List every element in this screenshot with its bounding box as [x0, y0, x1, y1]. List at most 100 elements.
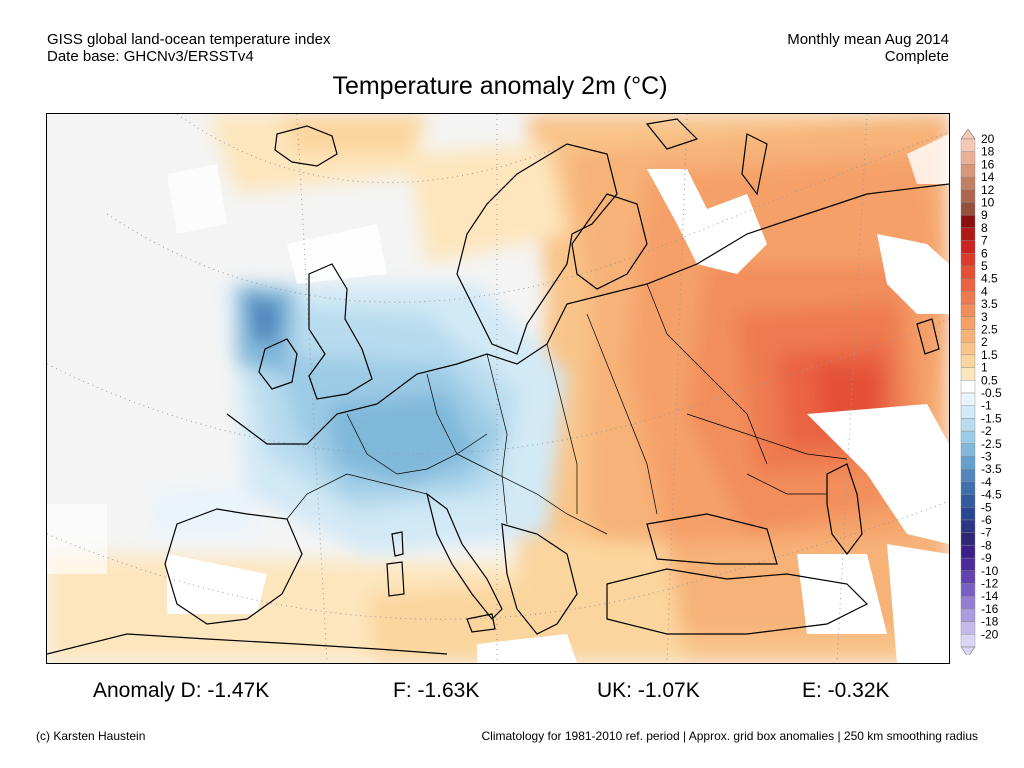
legend-swatch	[960, 570, 976, 584]
legend-swatch	[960, 138, 976, 152]
legend-label: 6	[981, 246, 988, 260]
coastlines	[47, 118, 949, 655]
legend-swatch	[960, 545, 976, 559]
legend-swatch	[960, 494, 976, 508]
legend-arrow-max	[960, 128, 976, 140]
cold-anomaly-field	[147, 284, 567, 554]
legend-label: 4	[981, 284, 988, 298]
legend-swatch	[960, 202, 976, 216]
legend-label: 5	[981, 259, 988, 273]
legend-label: 1.5	[981, 348, 998, 362]
map-canvas	[47, 114, 949, 663]
legend-swatch	[960, 265, 976, 279]
legend-swatch	[960, 291, 976, 305]
data-base-label: Date base: GHCNv3/ERSSTv4	[47, 48, 254, 65]
legend-label: -3.5	[981, 462, 1002, 476]
legend-swatch	[960, 303, 976, 318]
copyright: (c) Karsten Haustein	[36, 729, 146, 743]
legend-swatch	[960, 621, 976, 635]
anomaly-uk: UK: -1.07K	[597, 679, 700, 702]
legend-label: -8	[981, 538, 992, 552]
legend-swatch	[960, 430, 976, 445]
legend-label: 3.5	[981, 297, 998, 311]
legend-swatch	[960, 481, 976, 495]
map-title: Temperature anomaly 2m (°C)	[332, 72, 668, 100]
legend-label: -18	[981, 615, 999, 629]
legend-swatch	[960, 341, 976, 356]
legend-swatch	[960, 329, 976, 343]
legend-label: -10	[981, 564, 999, 578]
legend-label: -0.5	[981, 386, 1002, 400]
legend-label: 7	[981, 234, 988, 248]
period-label: Monthly mean Aug 2014	[787, 31, 949, 48]
legend-swatch	[960, 151, 976, 165]
anomaly-france: F: -1.63K	[393, 679, 480, 702]
graticule	[47, 114, 949, 663]
legend-label: -20	[981, 627, 999, 641]
legend-swatch	[960, 507, 976, 521]
legend-swatch	[960, 583, 976, 597]
legend-label: -16	[981, 602, 999, 616]
legend-label: 3	[981, 310, 988, 324]
no-data-masks	[47, 134, 949, 663]
legend-swatch	[960, 469, 976, 483]
legend-label: 1	[981, 361, 988, 375]
methodology-note: Climatology for 1981-2010 ref. period | …	[481, 729, 979, 743]
legend-label: 8	[981, 221, 988, 235]
legend-label: 2	[981, 335, 988, 349]
legend-swatch	[960, 418, 976, 432]
legend-swatch	[960, 532, 976, 546]
legend-swatch	[960, 227, 976, 241]
legend-swatch	[960, 240, 976, 254]
legend-label: -14	[981, 589, 999, 603]
legend-swatch	[960, 367, 976, 381]
legend-label: -2.5	[981, 437, 1002, 451]
legend-label: -3	[981, 450, 992, 464]
legend-swatch	[960, 456, 976, 470]
legend-label: -5	[981, 500, 992, 514]
legend-swatch	[960, 253, 976, 267]
legend-swatch	[960, 189, 976, 203]
legend-swatch	[960, 354, 976, 368]
legend-label: -2	[981, 424, 992, 438]
anomaly-spain: E: -0.32K	[802, 679, 890, 702]
legend-label: -4	[981, 475, 992, 489]
status-label: Complete	[884, 48, 949, 65]
legend-label: -4.5	[981, 488, 1002, 502]
legend-label: 2.5	[981, 323, 998, 337]
anomaly-germany: Anomaly D: -1.47K	[93, 679, 270, 702]
legend-label: -9	[981, 551, 992, 565]
legend-label: 9	[981, 208, 988, 222]
legend-label: -12	[981, 577, 999, 591]
legend-label: 4.5	[981, 272, 998, 286]
legend-label: -1.5	[981, 411, 1002, 425]
color-legend: 20 18 16 14 12 10 9 8 7 6 5 4.5 4 3.5 3 2.5 2 1.5 1 0.5 -0.5…	[955, 127, 1023, 658]
legend-swatch	[960, 405, 976, 419]
legend-label: 16	[981, 157, 995, 171]
legend-swatch	[960, 557, 976, 572]
legend-swatch	[960, 380, 976, 394]
anomaly-map	[46, 113, 950, 664]
legend-label: -6	[981, 513, 992, 527]
legend-swatch	[960, 519, 976, 533]
legend-arrow-min	[960, 646, 976, 658]
dataset-title: GISS global land-ocean temperature index	[47, 31, 331, 48]
legend-label: 14	[981, 170, 995, 184]
legend-swatch	[960, 164, 976, 178]
legend-label: 10	[981, 196, 995, 210]
legend-swatch	[960, 596, 976, 610]
country-borders	[286, 283, 848, 535]
color-legend-svg: 201816141210987654.543.532.521.510.5-0.5…	[960, 128, 1002, 658]
legend-swatch	[960, 176, 976, 190]
legend-label: -1	[981, 399, 992, 413]
legend-label: 12	[981, 183, 995, 197]
legend-swatch	[960, 392, 976, 406]
legend-label: -7	[981, 526, 992, 540]
legend-label: 20	[981, 132, 995, 146]
legend-label: 0.5	[981, 373, 998, 387]
legend-swatch	[960, 443, 976, 457]
legend-label: 18	[981, 145, 995, 159]
legend-swatch	[960, 278, 976, 292]
legend-swatch	[960, 214, 976, 229]
legend-swatch	[960, 608, 976, 622]
